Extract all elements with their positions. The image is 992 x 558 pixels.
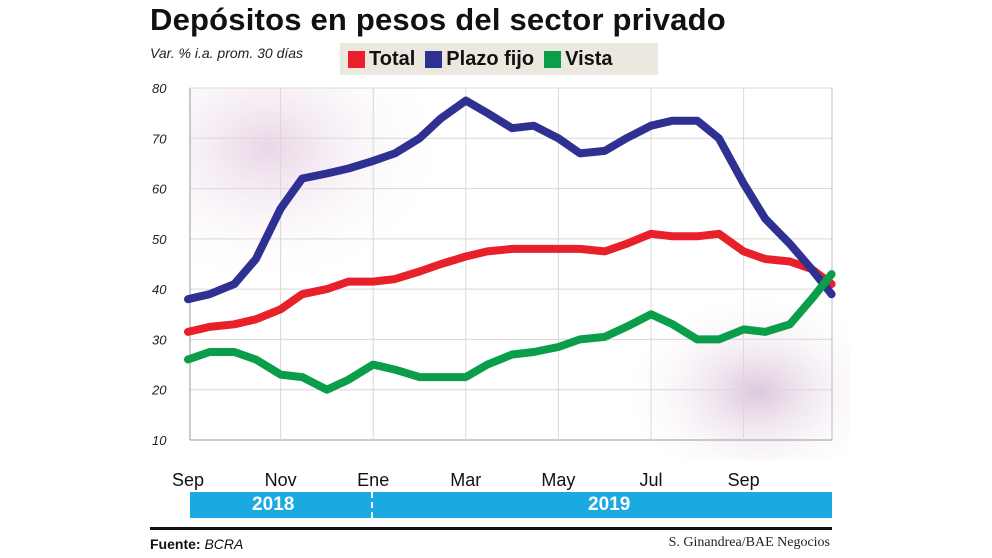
year-label-2018: 2018 <box>252 494 295 515</box>
y-tick-label: 70 <box>152 131 167 146</box>
y-tick-label: 30 <box>152 332 167 347</box>
legend-item-vista: Vista <box>544 47 613 71</box>
source-value: BCRA <box>204 536 244 552</box>
source: Fuente: BCRA <box>150 536 243 552</box>
y-axis-label: Var. % i.a. prom. 30 días <box>150 45 304 61</box>
x-tick-label: Jul <box>639 470 662 490</box>
banknote-background <box>190 88 450 288</box>
legend-swatch-vista <box>544 50 562 68</box>
x-tick-label: Ene <box>357 470 389 490</box>
chart-title: Depósitos en pesos del sector privado <box>150 2 726 37</box>
legend-swatch-total <box>348 50 365 68</box>
footer-rule <box>150 527 832 530</box>
x-tick-label: Sep <box>172 470 204 490</box>
source-label: Fuente: <box>150 536 201 552</box>
year-band: 2018 2019 <box>190 492 832 518</box>
y-tick-label: 10 <box>152 433 167 448</box>
legend-item-plazo-fijo: Plazo fijo <box>425 48 534 71</box>
year-divider <box>371 492 373 518</box>
x-tick-label: Mar <box>450 470 481 490</box>
legend-swatch-plazo-fijo <box>425 50 443 68</box>
x-tick-label: Sep <box>728 470 760 490</box>
year-label-2019: 2019 <box>588 494 631 515</box>
legend-item-total: Total <box>348 48 415 71</box>
legend: Total Plazo fijo Vista <box>340 43 658 75</box>
y-tick-label: 60 <box>152 182 167 197</box>
y-tick-label: 50 <box>152 232 167 247</box>
y-tick-label: 20 <box>151 383 167 398</box>
y-tick-label: 80 <box>152 81 167 96</box>
x-tick-label: May <box>541 470 575 490</box>
credit: S. Ginandrea/BAE Negocios <box>668 535 830 550</box>
x-tick-label: Nov <box>265 470 297 490</box>
legend-label-vista: Vista <box>565 47 613 70</box>
y-tick-label: 40 <box>152 282 167 297</box>
legend-label-total: Total <box>369 47 416 70</box>
legend-label-plazo-fijo: Plazo fijo <box>446 47 535 70</box>
